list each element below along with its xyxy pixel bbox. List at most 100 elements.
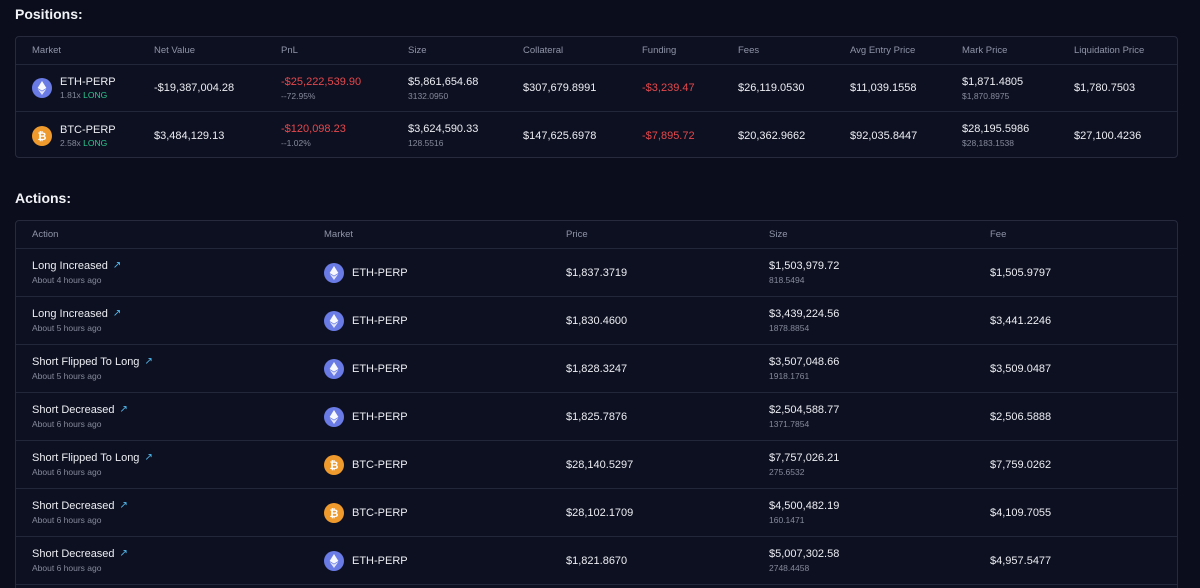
price-cell: $28,140.5297 <box>566 441 633 488</box>
action-time: About 5 hours ago <box>32 371 102 381</box>
actions-header-row: Action Market Price Size Fee <box>16 221 1177 249</box>
external-link-icon[interactable]: ↗ <box>112 260 122 271</box>
column-header: Size <box>769 229 788 240</box>
size-value-cell: $5,861,654.68 3132.0950 <box>408 65 478 111</box>
actions-header-cell: Price <box>566 221 588 248</box>
actions-title: Actions: <box>15 190 71 206</box>
market-name: ETH-PERP <box>352 554 408 567</box>
action-name: Short Flipped To Long <box>32 356 140 368</box>
price-value: $1,830.4600 <box>566 314 628 327</box>
fee-value: $1,505.9797 <box>990 266 1052 279</box>
external-link-icon[interactable]: ↗ <box>119 548 128 559</box>
market-cell: ₿ BTC-PERP <box>324 441 408 488</box>
pnl-percent: --72.95% <box>281 90 316 101</box>
side-badge: LONG <box>83 137 108 148</box>
action-row[interactable]: Short Decreased ↗ About 6 hours ago ₿ BTC-PE… <box>16 489 1177 537</box>
column-header: Market <box>324 229 354 240</box>
market-name: ETH-PERP <box>352 314 408 327</box>
action-row[interactable]: Short Flipped To Long ↗ About 5 hours ago E… <box>16 345 1177 393</box>
fees-value-cell: $26,119.0530 <box>738 65 804 111</box>
size-units: 1878.8854 <box>769 323 810 333</box>
size-value: $3,507,048.66 <box>769 356 840 368</box>
side-badge: LONG <box>83 90 108 100</box>
size-value: $3,624,590.33 <box>408 123 479 135</box>
fees-value: $26,119.0530 <box>738 82 805 94</box>
pnl-value-cell: -$25,222,539.90 --72.95% <box>281 65 361 111</box>
external-link-icon[interactable]: ↗ <box>144 356 153 367</box>
size-value: $2,504,588.77 <box>769 404 840 416</box>
svg-text:₿: ₿ <box>330 459 339 471</box>
avg-entry-price: $11,039.1558 <box>850 82 917 94</box>
size-value: $5,861,654.68 <box>408 75 479 88</box>
column-header: Net Value <box>154 45 196 56</box>
positions-header-cell: PnL <box>281 37 298 64</box>
positions-header-cell: Market <box>32 37 61 64</box>
eth-icon <box>324 358 344 379</box>
pnl-value: -$120,098.23 <box>281 123 346 135</box>
column-header: Funding <box>642 45 677 56</box>
position-row[interactable]: ETH-PERP 1.81x LONG -$19,387,004.28 $307,67… <box>16 65 1177 112</box>
action-row[interactable]: Long Increased ↗ About 5 hours ago ETH-PERP… <box>16 297 1177 345</box>
size-value: $5,007,302.58 <box>769 548 840 560</box>
market-cell: ETH-PERP <box>324 249 408 296</box>
size-cell: $3,439,224.56 1878.8854 <box>769 297 839 344</box>
external-link-icon[interactable]: ↗ <box>119 500 128 511</box>
funding-value: -$7,895.72 <box>642 129 695 142</box>
fee-value: $3,509.0487 <box>990 362 1052 375</box>
size-cell: $1,503,979.72 818.5494 <box>769 249 839 296</box>
price-value: $28,140.5297 <box>566 458 634 471</box>
price-cell: $1,821.8670 <box>566 537 627 584</box>
mark-price-cell: $1,871.4805 $1,870.8975 <box>962 65 1023 111</box>
positions-panel: Market Net Value PnL Size Collateral Funding F… <box>15 36 1178 158</box>
action-name: Short Decreased <box>32 404 115 416</box>
market-cell: ETH-PERP <box>324 393 408 440</box>
market-name: BTC-PERP <box>352 506 408 519</box>
eth-icon <box>324 310 344 331</box>
size-value: $3,439,224.56 <box>769 308 840 320</box>
external-link-icon[interactable]: ↗ <box>112 308 122 319</box>
positions-header-cell: Fees <box>738 37 759 64</box>
mark-price: $28,195.5986 <box>962 123 1030 135</box>
fee-cell: $7,759.0262 <box>990 441 1051 488</box>
actions-header-cell: Size <box>769 221 787 248</box>
market-cell: ₿ BTC-PERP 2.58x LONG <box>32 112 116 159</box>
mark-price: $1,871.4805 <box>962 75 1024 88</box>
mark-price-oracle: $1,870.8975 <box>962 90 1010 101</box>
size-value: $7,757,026.21 <box>769 452 840 464</box>
size-cell: $4,500,482.19 160.1471 <box>769 489 839 536</box>
external-link-icon[interactable]: ↗ <box>144 452 153 463</box>
action-time: About 6 hours ago <box>32 563 102 573</box>
fee-value: $4,957.5477 <box>990 554 1052 567</box>
action-name: Short Decreased <box>32 548 115 560</box>
positions-header-cell: Liquidation Price <box>1074 37 1144 64</box>
action-row[interactable]: Long Increased ↗ About 4 hours ago ETH-PERP… <box>16 249 1177 297</box>
actions-header-cell: Market <box>324 221 353 248</box>
position-row[interactable]: ₿ BTC-PERP 2.58x LONG $3,484,129.13 $147,625… <box>16 112 1177 159</box>
action-cell: Long Increased ↗ About 5 hours ago <box>32 297 121 344</box>
price-cell: $1,828.3247 <box>566 345 627 392</box>
action-name: Long Increased <box>32 308 108 320</box>
eth-icon <box>324 550 344 571</box>
liquidation-price-cell: $1,780.7503 <box>1074 65 1135 111</box>
action-cell: Short Flipped To Long ↗ About 5 hours ago <box>32 345 153 392</box>
action-cell: Short Flipped To Long ↗ About 6 hours ago <box>32 441 153 488</box>
market-cell: ETH-PERP 1.81x LONG <box>32 65 116 111</box>
action-row[interactable]: Short Decreased ↗ About 6 hours ago ETH-PER… <box>16 393 1177 441</box>
action-row[interactable]: Short Flipped To Long ↗ About 6 hours ago ₿… <box>16 441 1177 489</box>
funding-value-cell: -$3,239.47 <box>642 65 695 111</box>
btc-icon: ₿ <box>324 454 344 475</box>
column-header: Mark Price <box>962 45 1008 56</box>
market-cell: ETH-PERP <box>324 537 408 584</box>
action-name: Long Increased <box>32 260 108 272</box>
action-row[interactable]: Short Decreased ↗ About 6 hours ago ETH-PER… <box>16 537 1177 585</box>
price-cell: $1,830.4600 <box>566 297 627 344</box>
fee-cell: $4,957.5477 <box>990 537 1051 584</box>
avg-entry-price-cell: $11,039.1558 <box>850 65 916 111</box>
external-link-icon[interactable]: ↗ <box>119 404 128 415</box>
positions-header-cell: Mark Price <box>962 37 1007 64</box>
action-cell: Short Decreased ↗ About 6 hours ago <box>32 489 128 536</box>
column-header: Fees <box>738 45 760 56</box>
size-cell: $5,007,302.58 2748.4458 <box>769 537 839 584</box>
price-value: $1,821.8670 <box>566 554 628 567</box>
mark-price-oracle: $28,183.1538 <box>962 138 1014 148</box>
